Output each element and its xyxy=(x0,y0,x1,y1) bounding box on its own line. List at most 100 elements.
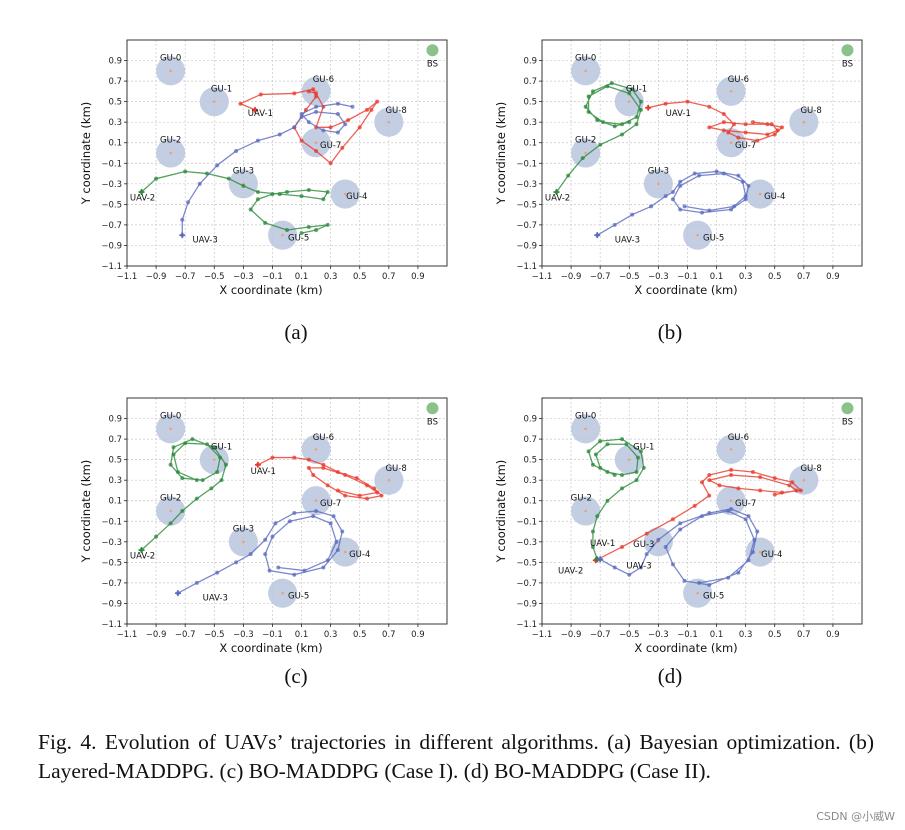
x-tick-label: 0.9 xyxy=(826,630,840,640)
trajectory-point xyxy=(721,128,726,133)
ground-user-label: GU-8 xyxy=(385,106,406,116)
trajectory-point xyxy=(299,111,304,116)
ground-user-center xyxy=(343,192,347,196)
trajectory-point xyxy=(343,473,348,478)
trajectory-point xyxy=(634,115,639,120)
uav-start-marker xyxy=(174,590,181,597)
trajectory-point xyxy=(325,190,330,195)
ground-user-label: GU-6 xyxy=(728,75,749,85)
trajectory-point xyxy=(707,473,712,478)
trajectory-point xyxy=(335,130,340,135)
uav-start-marker xyxy=(138,547,145,554)
trajectory-point xyxy=(586,449,591,454)
trajectory-point xyxy=(212,445,217,450)
trajectory-point xyxy=(200,478,205,483)
ground-user-label: GU-0 xyxy=(160,54,181,64)
x-tick-label: −0.5 xyxy=(204,272,225,282)
trajectory-point xyxy=(325,558,330,563)
trajectory-point xyxy=(299,138,304,143)
y-tick-label: −1.1 xyxy=(516,620,537,630)
x-tick-label: 0.5 xyxy=(353,272,367,282)
y-tick-label: −1.1 xyxy=(101,620,122,630)
uav-start-marker xyxy=(138,189,145,196)
trajectory-point xyxy=(586,94,591,99)
trajectory-point xyxy=(175,469,180,474)
ground-user-label: GU-1 xyxy=(626,84,647,94)
trajectory-point xyxy=(299,231,304,236)
trajectory-point xyxy=(331,514,336,519)
trajectory-point xyxy=(743,130,748,135)
plot-frame xyxy=(126,397,448,625)
trajectory-point xyxy=(700,480,704,485)
uav-label: UAV-2 xyxy=(545,193,570,203)
x-tick-label: 0.9 xyxy=(411,272,425,282)
trajectory-point xyxy=(630,87,635,92)
trajectory-point xyxy=(379,493,384,498)
trajectory-point xyxy=(758,475,763,480)
ground-user-center xyxy=(584,427,587,431)
trajectory-point xyxy=(636,455,640,460)
trajectory-point xyxy=(340,529,345,534)
uav-label: UAV-1 xyxy=(251,467,276,477)
trajectory-point xyxy=(215,570,220,575)
ground-user-label: GU-6 xyxy=(313,75,334,85)
ground-user-center xyxy=(729,499,733,503)
base-station-label: BS xyxy=(427,59,438,69)
trajectory-point xyxy=(743,122,748,127)
ground-user-label: GU-7 xyxy=(320,499,341,509)
trajectory-point xyxy=(634,478,639,483)
trajectory-point xyxy=(314,94,319,99)
x-tick-label: −0.7 xyxy=(590,272,611,282)
x-axis-label: X coordinate (km) xyxy=(634,283,737,297)
trajectory-point xyxy=(226,176,231,181)
ground-user-label: GU-6 xyxy=(313,433,334,443)
y-tick-label: 0.1 xyxy=(108,139,122,149)
uav-label: UAV-1 xyxy=(248,109,273,119)
trajectory-point xyxy=(638,107,643,112)
trajectory-point xyxy=(328,125,333,130)
trajectory-point xyxy=(369,107,374,112)
y-tick-label: 0.1 xyxy=(523,139,537,149)
y-tick-label: −0.7 xyxy=(516,579,537,589)
chart-svg-c: −1.1 −0.9 −0.7 −0.5 −0.3 −0.1 0.1 0.3 0.5 0.7 0.9 −… xyxy=(79,397,448,655)
trajectory-point xyxy=(343,493,348,498)
trajectory-point xyxy=(624,442,629,447)
trajectory-point xyxy=(590,462,595,467)
trajectory-point xyxy=(238,101,243,106)
ground-user-center xyxy=(627,458,631,461)
x-tick-label: 0.5 xyxy=(768,630,782,640)
base-station-marker xyxy=(426,402,439,415)
trajectory-point xyxy=(707,511,712,516)
ground-user-center xyxy=(281,591,284,595)
trajectory-point xyxy=(335,469,340,474)
trajectory-point xyxy=(209,486,214,491)
base-station-label: BS xyxy=(842,417,853,427)
trajectory-point xyxy=(311,473,316,478)
uav-start-marker xyxy=(179,232,186,239)
base-station-label: BS xyxy=(427,417,438,427)
ground-user-label: GU-1 xyxy=(211,442,232,452)
trajectory-point xyxy=(306,89,311,94)
trajectory-line-uav-1 xyxy=(239,88,378,164)
trajectory-point xyxy=(750,120,755,125)
trajectory-line-uav-2 xyxy=(556,82,642,193)
uav-label: UAV-2 xyxy=(130,551,155,561)
ground-user-center xyxy=(696,233,699,237)
trajectory-point xyxy=(375,490,380,495)
ground-user-label: GU-2 xyxy=(575,136,596,146)
trajectory-point xyxy=(311,87,316,92)
x-tick-label: −0.7 xyxy=(590,630,611,640)
trajectory-point xyxy=(325,483,330,488)
y-tick-label: −0.9 xyxy=(516,241,537,251)
trajectory-point xyxy=(186,200,191,205)
trajectory-point xyxy=(255,138,260,143)
trajectory-point xyxy=(620,437,624,442)
ground-user-center xyxy=(584,151,587,155)
x-tick-label: 0.7 xyxy=(797,272,811,282)
ground-user-label: GU-2 xyxy=(160,494,181,504)
trajectory-point xyxy=(328,161,333,166)
x-tick-label: 0.1 xyxy=(295,272,309,282)
ground-user-center xyxy=(729,448,733,451)
trajectory-point xyxy=(180,217,185,222)
y-axis-label: Y coordinate (km) xyxy=(494,102,508,206)
